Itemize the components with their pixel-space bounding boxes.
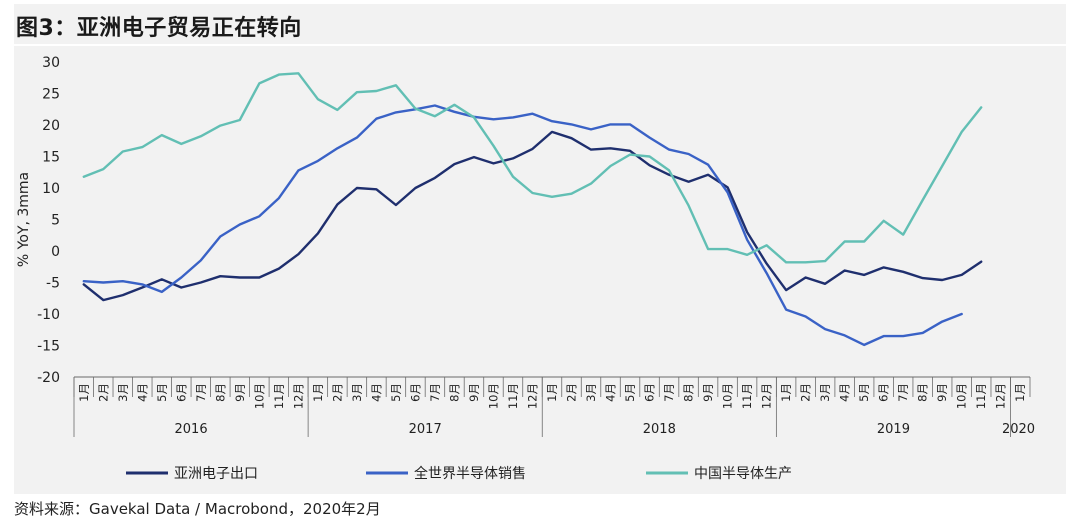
y-tick-label: -10 xyxy=(37,307,60,323)
x-month-label: 1月 xyxy=(1013,383,1027,402)
x-month-label: 5月 xyxy=(155,383,169,402)
legend-label: 亚洲电子出口 xyxy=(174,466,258,482)
x-month-label: 3月 xyxy=(116,383,130,402)
x-month-label: 1月 xyxy=(779,383,793,402)
x-month-label: 8月 xyxy=(447,383,461,402)
y-tick-label: 5 xyxy=(51,213,60,229)
x-month-label: 2月 xyxy=(565,383,579,402)
x-month-label: 12月 xyxy=(760,383,774,409)
x-month-label: 1月 xyxy=(545,383,559,402)
x-month-label: 10月 xyxy=(721,383,735,409)
x-month-label: 12月 xyxy=(994,383,1008,409)
x-month-label: 10月 xyxy=(955,383,969,409)
x-month-label: 12月 xyxy=(525,383,539,409)
line-chart: 30 25 20 15 10 5 0 -5 -10 -15 -20 % YoY, 3mma 1月 2月 3月… xyxy=(16,55,1035,482)
x-month-label: 11月 xyxy=(272,383,286,409)
x-year-label: 2018 xyxy=(643,422,676,437)
x-month-label: 1月 xyxy=(77,383,91,402)
y-tick-label: 20 xyxy=(42,118,60,134)
x-month-label: 5月 xyxy=(389,383,403,402)
y-tick-label: 15 xyxy=(42,150,60,166)
x-month-label: 9月 xyxy=(233,383,247,402)
x-month-label: 10月 xyxy=(486,383,500,409)
x-month-label: 5月 xyxy=(623,383,637,402)
y-axis-label: % YoY, 3mma xyxy=(16,172,32,267)
x-month-label: 7月 xyxy=(662,383,676,402)
x-month-label: 11月 xyxy=(740,383,754,409)
x-month-label: 9月 xyxy=(935,383,949,402)
x-month-label: 3月 xyxy=(584,383,598,402)
y-tick-label: 25 xyxy=(42,87,60,103)
x-month-label: 11月 xyxy=(974,383,988,409)
y-tick-label: 10 xyxy=(42,181,60,197)
legend-label: 全世界半导体销售 xyxy=(414,465,526,482)
x-month-label: 12月 xyxy=(291,383,305,409)
x-month-label: 4月 xyxy=(838,383,852,402)
x-month-label: 4月 xyxy=(604,383,618,402)
x-month-label: 3月 xyxy=(818,383,832,402)
x-month-label: 6月 xyxy=(408,383,422,402)
x-month-label: 11月 xyxy=(506,383,520,409)
y-tick-label: -20 xyxy=(37,370,60,386)
x-month-label: 4月 xyxy=(135,383,149,402)
x-month-label: 6月 xyxy=(643,383,657,402)
x-month-label: 3月 xyxy=(350,383,364,402)
x-year-label: 2019 xyxy=(877,422,910,437)
x-month-label: 8月 xyxy=(916,383,930,402)
x-year-label: 2020 xyxy=(1002,422,1035,437)
x-month-label: 6月 xyxy=(877,383,891,402)
x-month-label: 7月 xyxy=(896,383,910,402)
y-tick-label: 30 xyxy=(42,55,60,71)
series-line-2 xyxy=(82,104,963,347)
x-month-label: 8月 xyxy=(682,383,696,402)
x-month-label: 7月 xyxy=(194,383,208,402)
x-month-label: 5月 xyxy=(857,383,871,402)
x-month-label: 8月 xyxy=(213,383,227,402)
y-tick-label: -15 xyxy=(37,339,60,355)
x-month-label: 2月 xyxy=(799,383,813,402)
y-tick-label: -5 xyxy=(46,276,60,292)
x-month-label: 10月 xyxy=(252,383,266,409)
series-line-3 xyxy=(82,72,983,264)
x-month-label: 4月 xyxy=(369,383,383,402)
x-month-label: 9月 xyxy=(467,383,481,402)
x-month-label: 9月 xyxy=(701,383,715,402)
series-line-1 xyxy=(82,130,983,302)
chart-title: 图3：亚洲电子贸易正在转向 xyxy=(16,16,302,41)
x-year-label: 2017 xyxy=(409,422,442,437)
x-year-label: 2016 xyxy=(175,422,208,437)
x-month-label: 2月 xyxy=(96,383,110,402)
source-note: 资料来源：Gavekal Data / Macrobond，2020年2月 xyxy=(14,500,381,518)
x-month-label: 7月 xyxy=(428,383,442,402)
x-month-label: 2月 xyxy=(330,383,344,402)
y-tick-label: 0 xyxy=(51,244,60,260)
title-bar: 图3：亚洲电子贸易正在转向 xyxy=(14,4,1066,44)
chart-panel: 30 25 20 15 10 5 0 -5 -10 -15 -20 % YoY, 3mma 1月 2月 3月… xyxy=(14,46,1066,494)
x-month-label: 6月 xyxy=(174,383,188,402)
legend-label: 中国半导体生产 xyxy=(694,466,792,482)
x-month-label: 1月 xyxy=(311,383,325,402)
